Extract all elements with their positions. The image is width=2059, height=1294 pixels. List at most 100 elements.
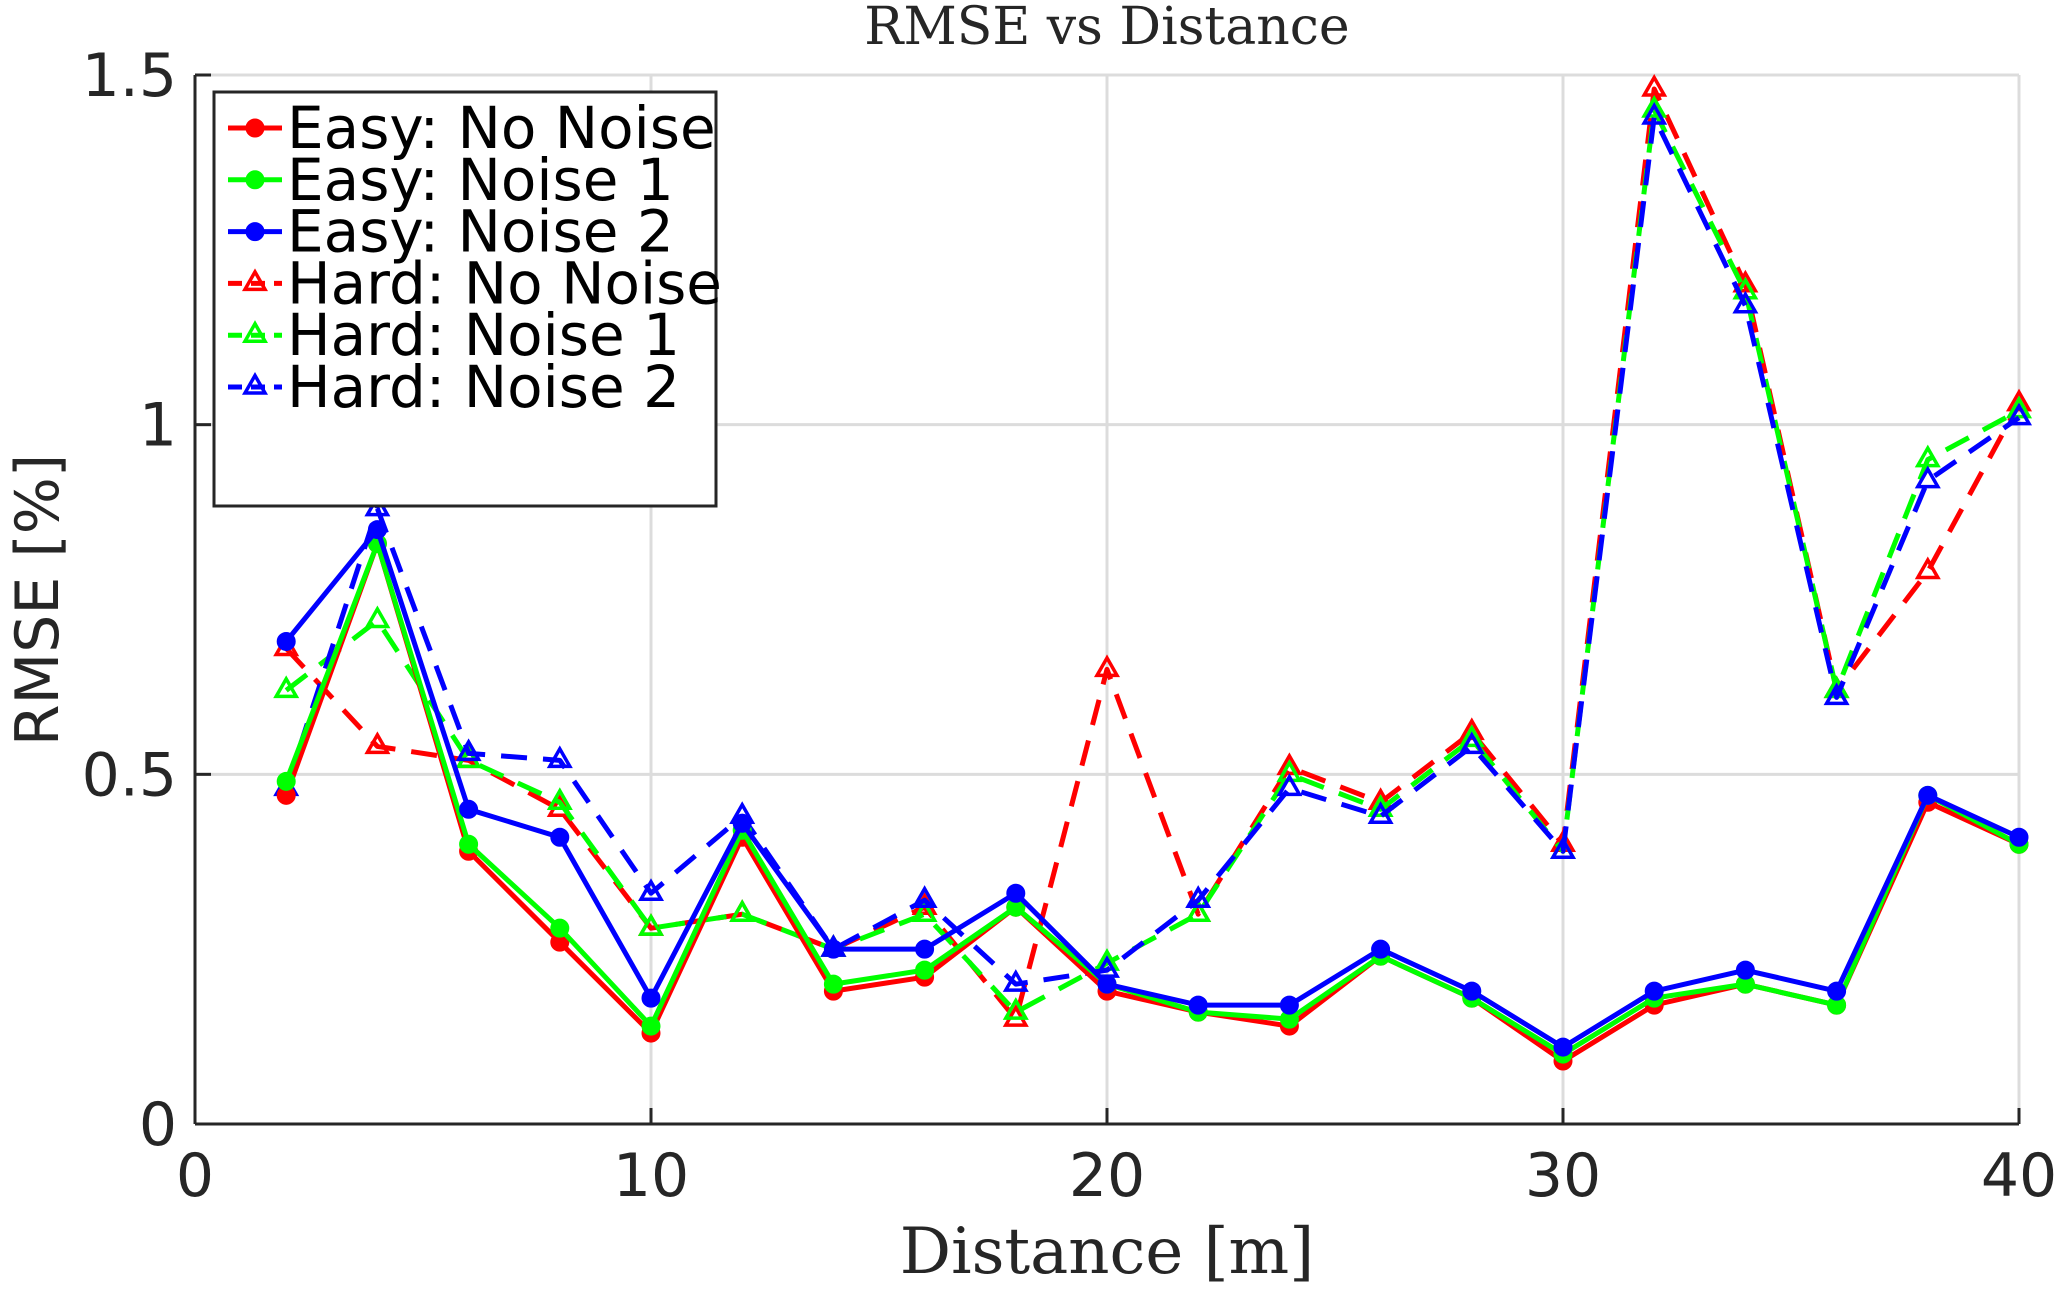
data-point	[641, 988, 661, 1008]
x-tick-label: 20	[1069, 1141, 1145, 1211]
data-point	[1644, 981, 1664, 1001]
legend-swatch-marker	[241, 268, 269, 292]
data-point	[364, 731, 391, 755]
data-point	[546, 745, 573, 769]
data-point	[1185, 885, 1212, 908]
data-point	[1097, 974, 1117, 994]
data-point	[1188, 995, 1208, 1015]
legend-label: Easy: Noise 2	[287, 198, 674, 266]
y-axis-label: RMSE [%]	[3, 454, 73, 746]
y-tick-label: 0	[139, 1090, 177, 1160]
legend-label: Hard: No Noise	[287, 249, 722, 317]
data-point	[823, 974, 843, 994]
data-point	[276, 631, 296, 651]
series-easy-noise-2	[276, 520, 2029, 1057]
data-point	[1006, 883, 1026, 903]
legend-label: Easy: No Noise	[287, 94, 716, 162]
data-point	[1732, 290, 1759, 314]
legend-label: Hard: Noise 2	[287, 353, 680, 421]
legend-entry: Easy: Noise 2	[228, 198, 674, 266]
data-point	[364, 605, 391, 629]
data-point	[1553, 1037, 1573, 1057]
data-point	[2009, 827, 2029, 847]
data-point	[729, 899, 756, 922]
data-point	[455, 745, 482, 769]
legend-entry: Hard: Noise 2	[228, 353, 680, 421]
data-point	[1002, 997, 1029, 1020]
data-point	[911, 899, 938, 922]
data-point	[823, 939, 843, 959]
data-point	[1185, 899, 1212, 922]
legend-label: Easy: Noise 1	[287, 146, 674, 214]
x-tick-label: 40	[1981, 1141, 2057, 1211]
data-point	[1367, 794, 1394, 818]
data-point	[459, 799, 479, 819]
x-axis-label: Distance [m]	[900, 1215, 1314, 1289]
legend-entry: Hard: No Noise	[228, 249, 722, 317]
data-series	[273, 73, 2033, 1071]
series-line	[283, 114, 2021, 987]
data-point	[1462, 981, 1482, 1001]
axes	[193, 73, 2021, 1126]
data-point	[455, 738, 482, 762]
tick-labels: 0 10 20 30 40 0 0.5 1 1.5	[82, 41, 2058, 1211]
data-point	[550, 827, 570, 847]
data-point	[1276, 773, 1303, 797]
data-point	[637, 913, 665, 936]
data-point	[641, 1016, 661, 1036]
data-point	[1458, 724, 1485, 748]
data-point	[1458, 731, 1485, 755]
data-point	[276, 771, 296, 791]
data-point	[1002, 969, 1029, 992]
legend-entry: Easy: No Noise	[228, 94, 716, 162]
x-tick-label: 10	[613, 1141, 689, 1211]
data-point	[915, 960, 935, 980]
data-point	[1367, 801, 1394, 825]
y-tick-label: 1	[139, 391, 177, 461]
data-point	[1914, 465, 1941, 489]
chart-title: RMSE vs Distance	[864, 0, 1349, 57]
y-tick-label: 0.5	[82, 740, 177, 810]
data-point	[273, 675, 300, 699]
data-point	[367, 520, 387, 540]
x-tick-label: 0	[176, 1141, 214, 1211]
data-point	[637, 878, 665, 901]
data-point	[732, 813, 752, 833]
data-point	[2005, 395, 2033, 419]
data-point	[1371, 939, 1391, 959]
data-point	[1549, 836, 1577, 860]
legend-swatch-marker	[241, 320, 269, 343]
legend-box	[212, 90, 718, 508]
y-tick-label: 1.5	[82, 41, 177, 111]
data-point	[1914, 556, 1941, 580]
series-line	[284, 527, 2021, 1050]
data-point	[911, 885, 938, 908]
data-point	[1002, 1004, 1029, 1027]
data-point	[1641, 101, 1668, 125]
legend-swatch-marker	[245, 222, 265, 242]
series-line	[284, 86, 2022, 1022]
data-point	[1823, 682, 1850, 706]
legend-label: Hard: Noise 1	[287, 301, 680, 369]
data-point	[1827, 981, 1847, 1001]
data-point	[459, 834, 479, 854]
series-line	[284, 107, 2021, 1015]
legend-entry: Hard: Noise 1	[228, 301, 680, 369]
data-point	[1279, 995, 1299, 1015]
data-point	[1918, 785, 1938, 805]
series-line	[283, 541, 2021, 1057]
data-point	[2005, 402, 2033, 426]
legend-swatch-marker	[245, 170, 265, 190]
data-point	[1735, 960, 1755, 980]
data-point	[1093, 654, 1121, 678]
x-tick-label: 30	[1525, 1141, 1601, 1211]
legend-swatch-marker	[241, 371, 269, 395]
data-point	[1641, 94, 1668, 118]
data-point	[546, 787, 573, 811]
data-point	[550, 918, 570, 938]
legend-swatch-marker	[245, 118, 265, 138]
legend-entry: Easy: Noise 1	[228, 146, 674, 214]
data-point	[915, 939, 935, 959]
